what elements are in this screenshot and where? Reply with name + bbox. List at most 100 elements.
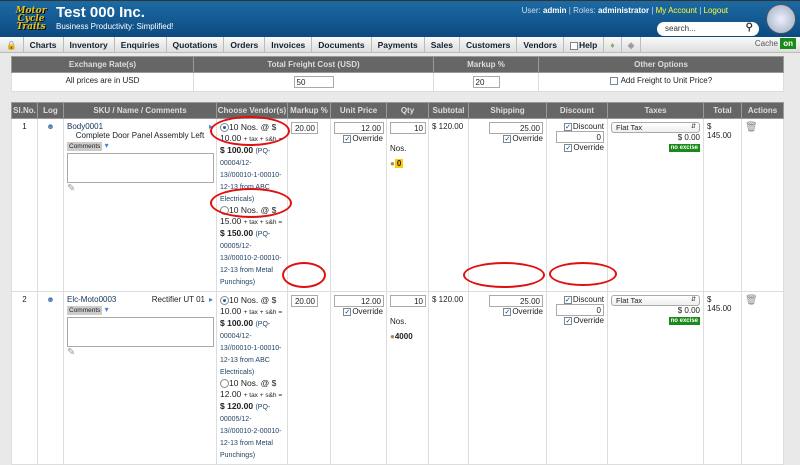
no-excise-badge: no excise [668,144,700,152]
nav-documents[interactable]: Documents [312,37,372,52]
freight-input[interactable]: 50 [293,76,334,88]
search-text: search... [665,24,696,33]
markup-input[interactable]: 20.00 [291,295,318,307]
discount-override-checkbox[interactable]: ✓ [564,316,573,325]
nav-help[interactable]: Help [564,37,605,52]
attach-icon[interactable]: ✎ [67,183,76,194]
override-label: Override [512,307,543,316]
column-header: Markup % [287,102,331,119]
nav-invoices[interactable]: Invoices [265,37,313,52]
currency-note: All prices are in USD [11,72,194,92]
shipping-override-checkbox[interactable]: ✓ [503,134,512,143]
override-checkbox[interactable]: ✓ [343,134,352,143]
roles-label: Roles: [573,6,596,15]
tax-value: Flat Tax [616,123,643,132]
vendor-option[interactable]: 10 Nos. @ $ 10.00 + tax + s&h = $ 100.00… [220,295,284,378]
vendor-ref[interactable]: (PQ-00004/12-13//00010-1-00010-12-13 fro… [220,321,282,376]
subtotal: $ 120.00 [432,122,464,131]
comments-button[interactable]: Comments [67,142,103,151]
help-label: Help [578,40,598,50]
help-checkbox[interactable] [569,41,578,50]
nav-customers[interactable]: Customers [460,37,518,52]
vendor-ref[interactable]: (PQ-00005/12-13//00010-2-00010-12-13 fro… [220,231,282,286]
nav-payments[interactable]: Payments [372,37,425,52]
unit-price-input[interactable]: 12.00 [334,122,384,134]
app-header: Motor Cycle Traits Test 000 Inc. Business … [0,0,800,37]
nav-sales[interactable]: Sales [425,37,460,52]
qty-input[interactable]: 10 [390,295,426,307]
vendor-qty: 10 Nos. @ $ [229,295,277,305]
expand-arrow-icon[interactable]: ▸ [208,295,213,304]
stock-count: 0 [394,159,404,168]
nav-enquiries[interactable]: Enquiries [115,37,167,52]
freight-header: Total Freight Cost (USD) [193,56,434,73]
exchange-rate-header: Exchange Rate(s) [11,56,194,73]
tax-select[interactable]: Flat Tax ⇵ [611,122,700,133]
company-logo[interactable]: Motor Cycle Traits [15,6,47,32]
my-account-link[interactable]: My Account [655,6,697,15]
shipping-input[interactable]: 25.00 [489,122,543,134]
items-table: Sl.No. Log SKU / Name / Comments Choose Ven… [11,102,784,465]
freight-option-checkbox[interactable] [609,76,618,85]
stock-count: 4000 [394,332,413,341]
annotation-circle [210,188,292,218]
override-checkbox[interactable]: ✓ [343,307,352,316]
select-arrows-icon: ⇵ [690,124,696,130]
shipping-input[interactable]: 25.00 [489,295,543,307]
vendor-ref[interactable]: (PQ-00005/12-13//00010-2-00010-12-13 fro… [220,404,282,459]
override-label: Override [573,143,604,152]
discount-input[interactable]: 0 [556,131,604,143]
discount-label: Discount [572,295,604,304]
dropdown-icon[interactable]: ▾ [104,305,109,314]
user-label: User: [521,6,541,15]
tax-value: Flat Tax [616,296,643,305]
search-icon[interactable]: ⚲ [745,22,753,33]
comments-textarea[interactable] [67,317,214,347]
cache-indicator[interactable]: Cache on [755,38,796,49]
nav-quotations[interactable]: Quotations [167,37,225,52]
unit-price-input[interactable]: 12.00 [334,295,384,307]
comments-button[interactable]: Comments [67,306,103,315]
user-log-icon[interactable]: ☻ [46,122,55,131]
vendor-total: $ 150.00 [220,228,254,238]
discount-checkbox[interactable]: ✓ [563,122,572,131]
vendor-radio[interactable] [220,379,229,389]
discount-input[interactable]: 0 [556,304,604,316]
vendor-option[interactable]: 10 Nos. @ $ 12.00 + tax + s&h = $ 120.00… [220,378,284,461]
discount-checkbox[interactable]: ✓ [563,295,572,304]
markup-input[interactable]: 20 [472,76,500,88]
vendor-radio[interactable] [220,296,229,306]
lock-icon[interactable]: 🔒 [0,37,24,52]
tax-select[interactable]: Flat Tax ⇵ [611,295,700,306]
search-input[interactable]: search... ⚲ [657,22,759,36]
tax-amount: $ 0.00 [677,306,700,315]
nav-inventory[interactable]: Inventory [64,37,115,52]
vendor-extra: + tax + s&h = [243,309,283,316]
column-header: Discount [546,102,608,119]
sku-link[interactable]: Elc-Moto0003 [67,295,117,304]
dropdown-icon[interactable]: ▾ [104,141,109,150]
tag-icon[interactable]: ◈ [622,37,642,52]
logout-link[interactable]: Logout [703,6,728,15]
money-icon[interactable]: ♦ [604,37,622,52]
shipping-override-checkbox[interactable]: ✓ [503,307,512,316]
settings-table: Exchange Rate(s) Total Freight Cost (USD… [11,56,784,92]
sku-link[interactable]: Body0001 [67,122,104,131]
attach-icon[interactable]: ✎ [67,347,76,358]
nav-charts[interactable]: Charts [24,37,64,52]
nav-vendors[interactable]: Vendors [517,37,564,52]
comments-textarea[interactable] [67,153,214,183]
user-log-icon[interactable]: ☻ [46,295,55,304]
qty-input[interactable]: 10 [390,122,426,134]
nav-orders[interactable]: Orders [224,37,266,52]
markup-input[interactable]: 20.00 [291,122,318,134]
trash-icon[interactable]: 🗑 [745,122,758,133]
discount-override-checkbox[interactable]: ✓ [564,143,573,152]
cache-state[interactable]: on [780,38,796,49]
column-header: Sl.No. [11,102,38,119]
role-name: administrator [597,6,650,15]
vendor-price: 15.00 [220,216,242,226]
discount-label: Discount [572,122,604,131]
vendor-extra: + tax + s&h = [243,219,283,226]
trash-icon[interactable]: 🗑 [745,295,758,306]
